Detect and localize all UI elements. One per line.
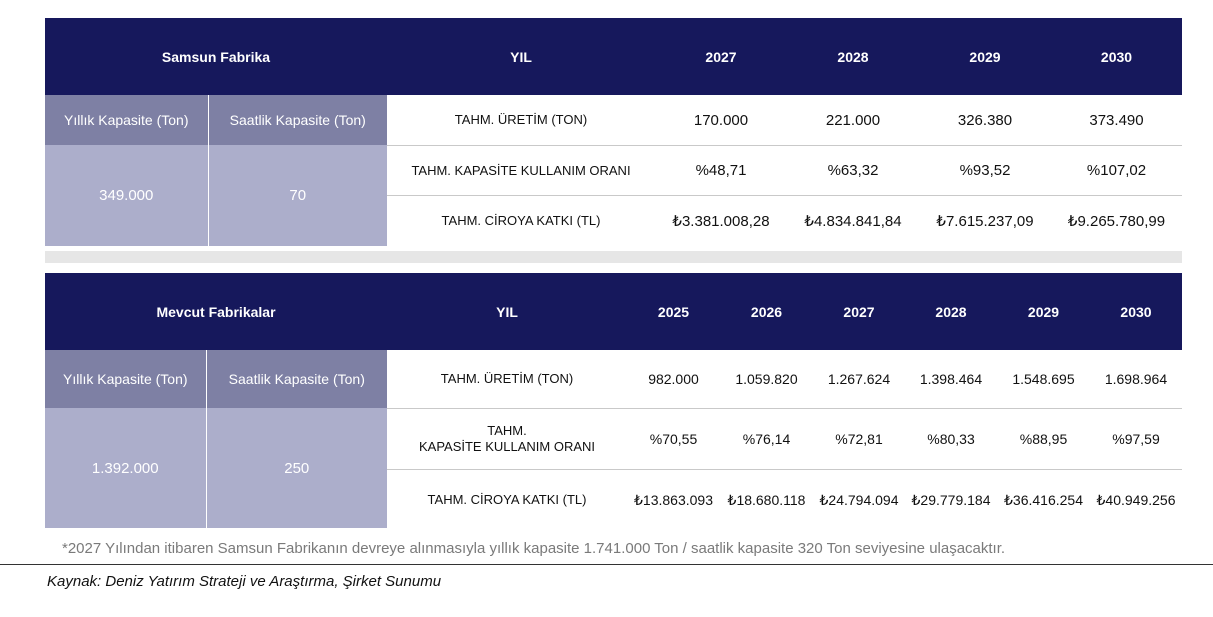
samsun-year: 2027: [705, 48, 737, 65]
mevcut-year: 2027: [843, 303, 875, 320]
mevcut-capacity-block: Yıllık Kapasite (Ton) Saatlik Kapasite (…: [45, 350, 387, 530]
samsun-data-rows: TAHM. ÜRETİM (TON) 170.000 221.000 326.3…: [387, 95, 1182, 246]
source-caption: Kaynak: Deniz Yatırım Strateji ve Araştı…: [47, 573, 442, 590]
row-label-line: TAHM.: [487, 423, 527, 438]
cell-value: ₺13.863.093: [634, 491, 713, 508]
mevcut-year: 2025: [657, 303, 690, 320]
table-row: TAHM. KAPASİTE KULLANIM ORANI %70,55 %76…: [387, 409, 1182, 470]
row-label: TAHM. CİROYA KATKI (TL): [441, 213, 601, 228]
mevcut-year: 2029: [1027, 303, 1060, 320]
cell-value: 170.000: [693, 111, 749, 129]
mevcut-year: 2030: [1120, 303, 1152, 320]
table-row: TAHM. ÜRETİM (TON) 170.000 221.000 326.3…: [387, 95, 1182, 146]
mevcut-year: 2026: [750, 303, 783, 320]
cell-value: ₺40.949.256: [1096, 491, 1176, 508]
cell-value: 326.380: [957, 111, 1013, 129]
cell-value: ₺18.680.118: [727, 491, 806, 508]
source-divider: [0, 564, 1213, 565]
table-row: TAHM. KAPASİTE KULLANIM ORANI %48,71 %63…: [387, 146, 1182, 196]
cell-value: ₺4.834.841,84: [804, 213, 902, 230]
samsun-header-row: Samsun Fabrika YIL 2027 2028 2029 2030: [45, 18, 1182, 95]
mevcut-year: 2028: [935, 303, 967, 320]
cell-value: ₺3.381.008,28: [672, 213, 770, 230]
hourly-capacity-label: Saatlik Kapasite (Ton): [206, 350, 387, 408]
hourly-capacity-label: Saatlik Kapasite (Ton): [208, 95, 387, 145]
cell-value: 1.398.464: [919, 371, 983, 387]
cell-value: 1.059.820: [735, 371, 798, 387]
row-label: TAHM. KAPASİTE KULLANIM ORANI: [387, 423, 627, 455]
cell-value: %80,33: [927, 431, 975, 447]
samsun-year: 2028: [837, 48, 869, 65]
table-row: TAHM. ÜRETİM (TON) 982.000 1.059.820 1.2…: [387, 350, 1182, 409]
samsun-title: Samsun Fabrika: [161, 48, 271, 65]
mevcut-data-rows: TAHM. ÜRETİM (TON) 982.000 1.059.820 1.2…: [387, 350, 1182, 530]
mevcut-yil-label: YIL: [496, 303, 518, 320]
samsun-yil-label: YIL: [510, 48, 532, 65]
cell-value: ₺29.779.184: [911, 491, 991, 508]
annual-capacity-label: Yıllık Kapasite (Ton): [45, 95, 209, 145]
cell-value: %93,52: [959, 162, 1011, 179]
cell-value: ₺36.416.254: [1004, 491, 1083, 508]
cell-value: ₺7.615.237,09: [936, 213, 1034, 230]
footnote: *2027 Yılından itibaren Samsun Fabrikanı…: [62, 540, 1006, 557]
samsun-capacity-block: Yıllık Kapasite (Ton) Saatlik Kapasite (…: [45, 95, 387, 246]
annual-capacity-label: Yıllık Kapasite (Ton): [45, 350, 207, 408]
cell-value: %107,02: [1086, 162, 1147, 179]
mevcut-header-row: Mevcut Fabrikalar YIL 2025 2026 2027 202…: [45, 273, 1182, 350]
cell-value: ₺9.265.780,99: [1067, 213, 1166, 230]
row-label: TAHM. ÜRETİM (TON): [454, 112, 588, 127]
mevcut-table: Mevcut Fabrikalar YIL 2025 2026 2027 202…: [45, 273, 1182, 530]
row-label: TAHM. ÜRETİM (TON): [440, 371, 574, 386]
cell-value: %63,32: [827, 162, 879, 179]
hourly-capacity-value: 70: [208, 145, 387, 246]
cell-value: %72,81: [835, 431, 883, 447]
table-separator: [45, 251, 1182, 263]
cell-value: %88,95: [1019, 431, 1068, 447]
cell-value: 982.000: [648, 371, 699, 387]
samsun-table: Samsun Fabrika YIL 2027 2028 2029 2030 Y…: [45, 18, 1182, 246]
samsun-year: 2029: [969, 48, 1001, 65]
samsun-year: 2030: [1100, 48, 1133, 65]
hourly-capacity-value: 250: [206, 408, 387, 528]
cell-value: 1.548.695: [1012, 371, 1075, 387]
cell-value: %76,14: [742, 431, 791, 447]
row-label: TAHM. KAPASİTE KULLANIM ORANI: [411, 162, 631, 178]
cell-value: 373.490: [1089, 111, 1144, 129]
annual-capacity-value: 1.392.000: [45, 408, 207, 528]
row-label: TAHM. CİROYA KATKI (TL): [427, 492, 587, 507]
cell-value: ₺24.794.094: [819, 491, 899, 508]
cell-value: %70,55: [649, 431, 698, 447]
cell-value: 1.698.964: [1104, 371, 1168, 387]
table-row: TAHM. CİROYA KATKI (TL) ₺13.863.093 ₺18.…: [387, 470, 1182, 530]
cell-value: 1.267.624: [827, 371, 891, 387]
annual-capacity-value: 349.000: [45, 145, 209, 246]
mevcut-title: Mevcut Fabrikalar: [156, 303, 276, 320]
table-row: TAHM. CİROYA KATKI (TL) ₺3.381.008,28 ₺4…: [387, 196, 1182, 246]
cell-value: 221.000: [825, 111, 881, 129]
cell-value: %48,71: [695, 162, 747, 179]
row-label-line: KAPASİTE KULLANIM ORANI: [418, 439, 596, 454]
cell-value: %97,59: [1112, 431, 1160, 447]
